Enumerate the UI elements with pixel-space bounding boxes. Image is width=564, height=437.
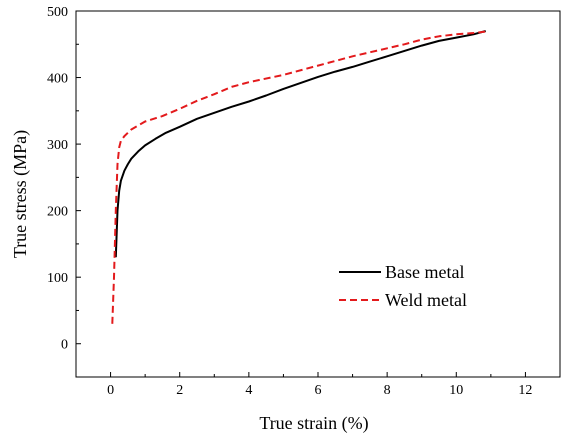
x-tick-label: 10 xyxy=(449,383,463,398)
y-tick-label: 0 xyxy=(61,338,68,353)
x-tick-label: 6 xyxy=(315,383,322,398)
legend: Base metal Weld metal xyxy=(339,262,467,310)
x-tick-label: 0 xyxy=(107,383,114,398)
x-tick-label: 12 xyxy=(518,383,532,398)
y-tick-label: 400 xyxy=(47,72,68,87)
legend-label: Weld metal xyxy=(385,290,467,310)
x-axis-label: True strain (%) xyxy=(259,413,368,434)
x-tick-label: 4 xyxy=(245,383,252,398)
y-axis-label: True stress (MPa) xyxy=(10,130,31,258)
x-tick-label: 8 xyxy=(384,383,391,398)
legend-label: Base metal xyxy=(385,262,464,282)
series-line-base-metal xyxy=(114,30,486,258)
series-lines xyxy=(111,30,486,324)
y-tick-label: 200 xyxy=(47,205,68,220)
x-tick-label: 2 xyxy=(176,383,183,398)
y-tick-label: 100 xyxy=(47,271,68,286)
y-tick-label: 500 xyxy=(47,5,68,20)
y-tick-label: 300 xyxy=(47,138,68,153)
axes: 0 2 4 6 8 10 12 0 100 200 300 400 500 True strain (%)… xyxy=(10,5,561,434)
series-line-weld-metal xyxy=(111,30,486,324)
